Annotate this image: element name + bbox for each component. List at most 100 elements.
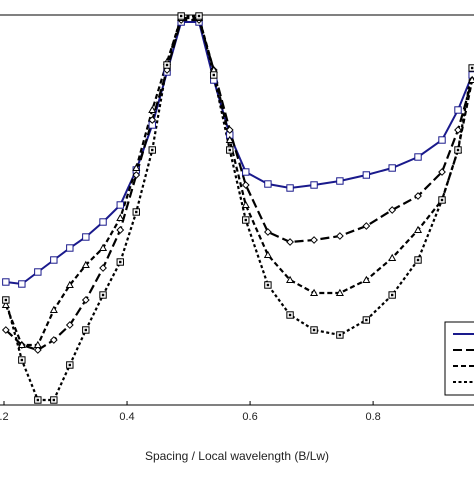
data-point — [414, 192, 422, 200]
data-point — [33, 346, 42, 354]
series-line — [5, 21, 474, 286]
data-point — [99, 218, 107, 226]
marker-dot — [119, 260, 122, 264]
data-point — [225, 126, 234, 134]
data-point — [50, 256, 58, 264]
data-point — [242, 168, 250, 176]
data-point — [17, 340, 26, 349]
marker-dot — [288, 313, 292, 317]
data-point — [210, 71, 218, 79]
x-tick-label: 0.4 — [119, 411, 134, 423]
data-point — [310, 236, 318, 244]
data-point — [2, 296, 10, 304]
data-point — [264, 281, 272, 289]
data-point — [34, 396, 42, 404]
data-point — [264, 228, 272, 236]
series-line — [5, 18, 474, 352]
data-point — [66, 361, 74, 369]
data-point — [81, 260, 90, 269]
data-point — [1, 300, 10, 309]
data-point — [468, 64, 474, 72]
data-point — [264, 180, 272, 188]
marker-dot — [390, 293, 394, 297]
data-point — [99, 291, 107, 299]
data-point — [65, 321, 74, 329]
marker-dot — [179, 14, 183, 18]
data-point — [388, 164, 396, 172]
marker-dot — [135, 210, 138, 214]
marker-dot — [228, 148, 231, 152]
data-point — [116, 226, 125, 234]
data-point — [163, 61, 171, 69]
data-point — [225, 135, 234, 144]
data-point — [82, 326, 90, 334]
data-point — [335, 288, 344, 297]
data-point — [49, 305, 58, 314]
marker-dot — [20, 358, 24, 362]
data-point — [132, 163, 141, 172]
data-point — [454, 126, 462, 134]
marker-dot — [365, 318, 368, 322]
data-point — [132, 208, 140, 216]
data-point — [335, 232, 344, 240]
marker-dot — [470, 66, 474, 70]
marker-dot — [338, 333, 342, 337]
data-point — [362, 316, 371, 324]
marker-dot — [52, 398, 56, 402]
data-point — [438, 196, 446, 204]
data-point — [362, 171, 371, 179]
data-point — [132, 171, 141, 179]
data-point — [195, 12, 203, 20]
data-point — [310, 326, 318, 334]
data-point — [18, 356, 26, 364]
data-point — [66, 244, 74, 252]
data-point — [310, 181, 318, 189]
data-point — [286, 184, 294, 192]
data-point — [336, 177, 344, 185]
data-point — [241, 181, 250, 189]
data-point — [177, 12, 185, 20]
marker-dot — [212, 73, 215, 77]
x-tick-label: .2 — [0, 411, 9, 423]
data-point — [18, 280, 26, 288]
marker-dot — [244, 218, 247, 222]
data-point — [362, 222, 371, 230]
data-point — [116, 201, 124, 209]
data-point — [388, 206, 397, 214]
x-tick-label: 0.6 — [242, 411, 257, 423]
data-point — [388, 291, 396, 299]
data-point — [65, 280, 74, 289]
data-point — [414, 153, 422, 161]
data-point — [81, 296, 90, 304]
marker-dot — [151, 148, 154, 152]
marker-dot — [440, 198, 444, 202]
data-point — [414, 256, 422, 264]
x-axis-label: Spacing / Local wavelength (B/Lw) — [145, 449, 329, 463]
data-point — [241, 200, 250, 209]
data-point — [99, 264, 107, 272]
data-point — [116, 213, 125, 222]
data-point — [148, 146, 156, 154]
data-point — [362, 275, 371, 284]
data-point — [263, 250, 272, 259]
data-point — [286, 311, 294, 319]
data-point — [454, 106, 462, 114]
legend-box — [444, 321, 474, 396]
data-point — [2, 278, 10, 286]
marker-dot — [36, 398, 40, 402]
x-tick-label: 0.8 — [365, 411, 380, 423]
data-point — [82, 233, 90, 241]
marker-dot — [266, 283, 270, 287]
data-point — [148, 105, 157, 114]
marker-dot — [4, 298, 8, 302]
data-point — [310, 288, 319, 297]
data-point — [50, 396, 58, 404]
data-point — [226, 146, 234, 154]
data-point — [286, 275, 295, 284]
marker-dot — [101, 293, 105, 297]
marker-dot — [416, 258, 420, 262]
data-point — [148, 116, 157, 124]
marker-dot — [456, 148, 460, 152]
marker-dot — [197, 14, 201, 18]
